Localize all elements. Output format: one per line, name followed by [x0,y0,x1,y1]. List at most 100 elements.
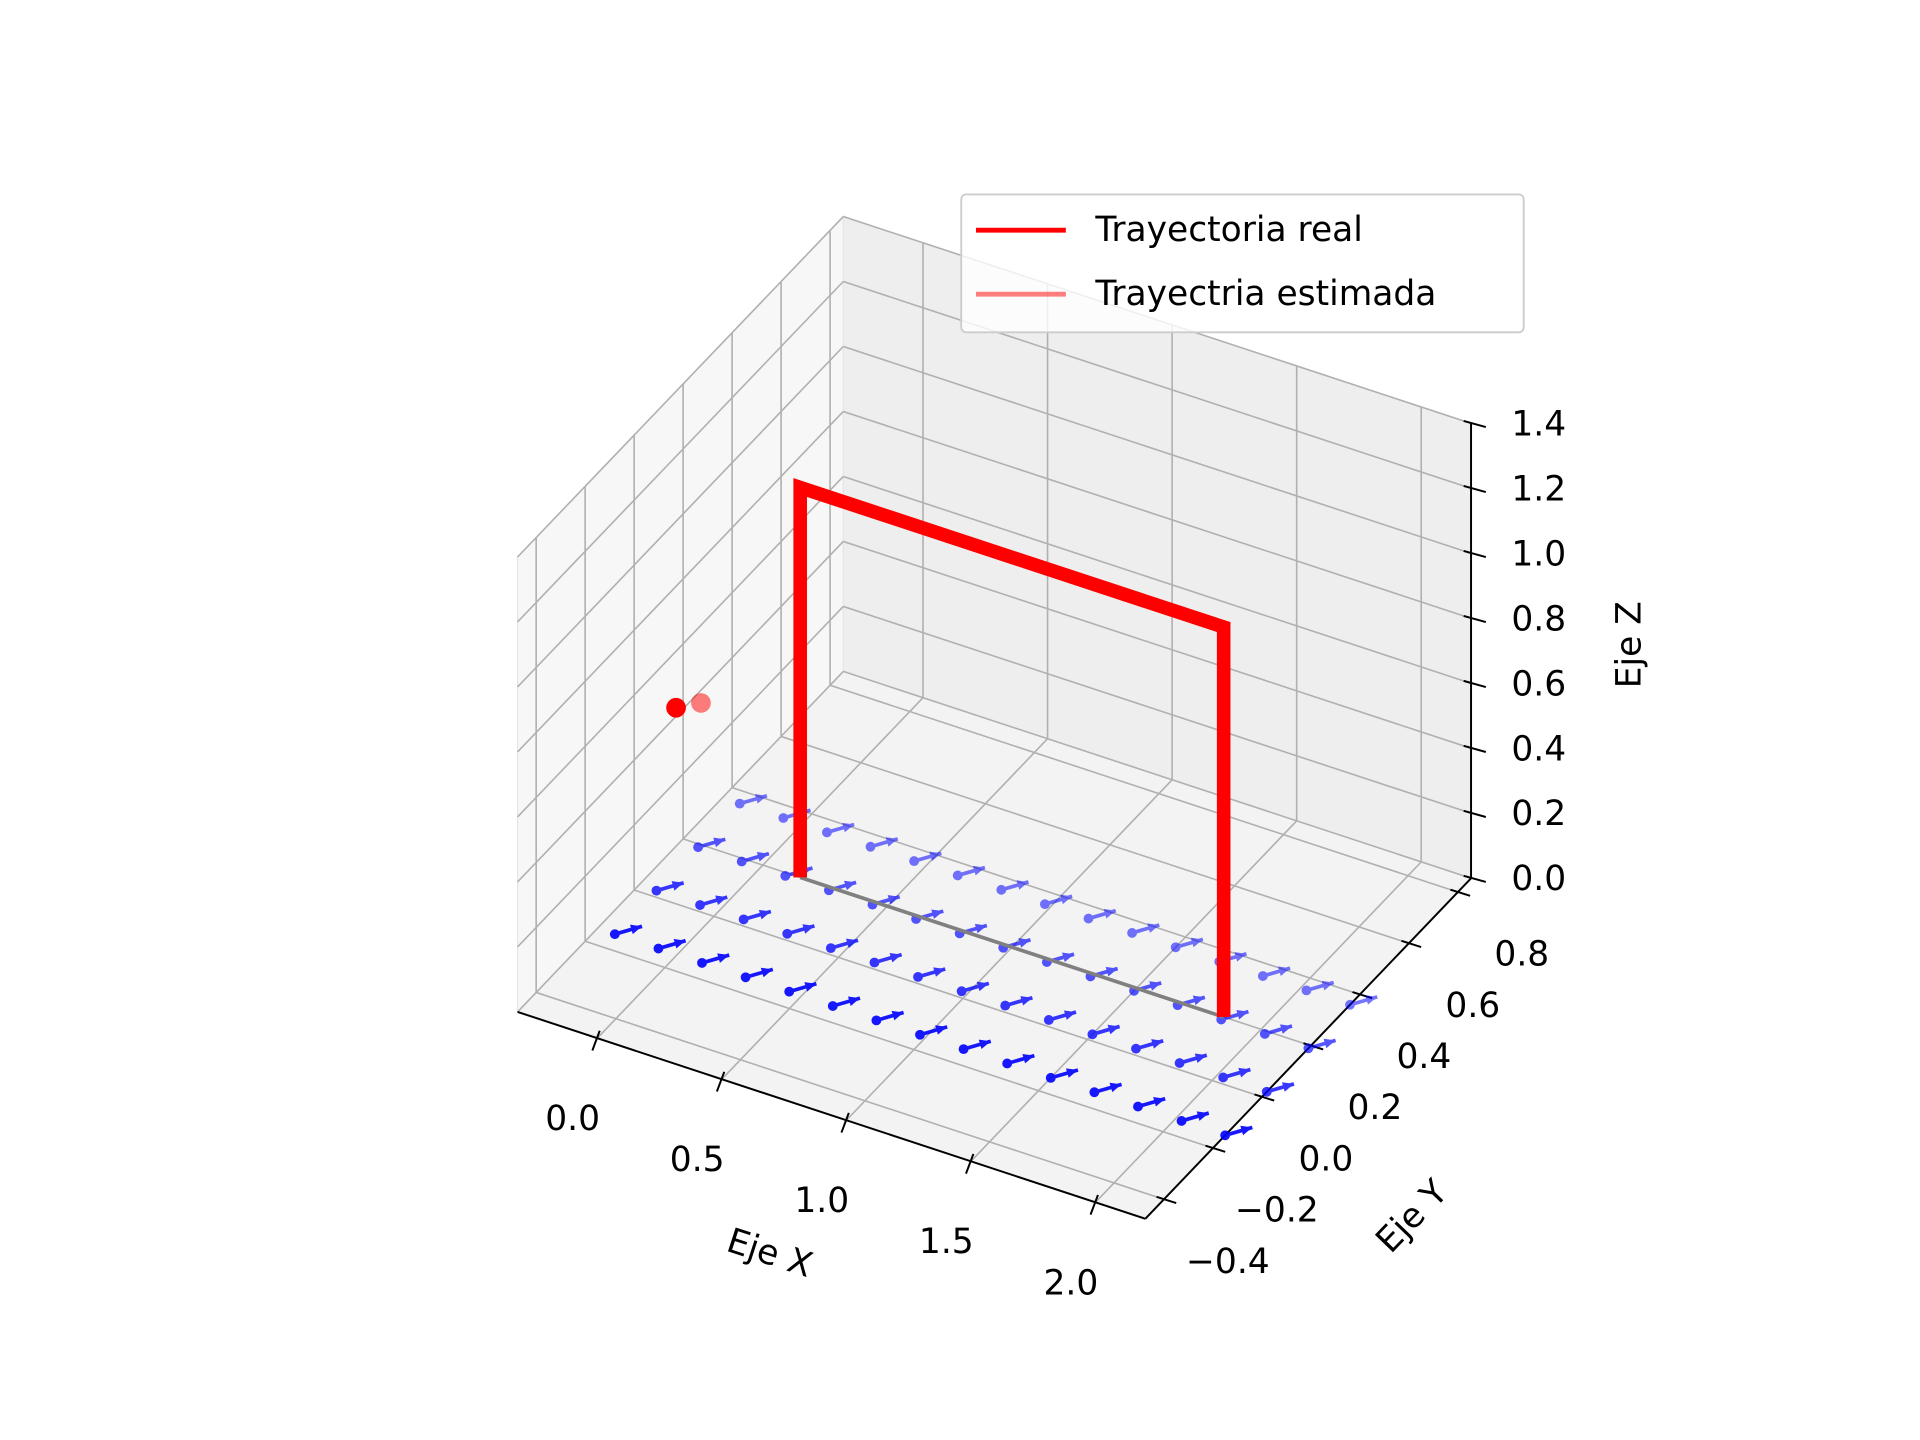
grid-line [843,605,1472,815]
quiver-arrow [1216,1009,1249,1025]
z-tick-label: 0.0 [1511,859,1566,899]
arrow-head [1194,1053,1207,1063]
tick-mark [1463,874,1487,883]
arrow-base [1087,1029,1098,1040]
legend-label: Trayectoria real [1094,210,1362,250]
arrow-base [693,842,704,853]
arrow-head [1151,1039,1164,1049]
arrow-base [909,856,920,867]
arrow-head [1280,1024,1293,1034]
grid-line [584,940,1214,1149]
position-marker [691,693,711,713]
trajectory [793,478,1231,1017]
quiver-arrow [822,822,855,838]
arrow-base [740,972,751,983]
arrow-base [1002,1058,1013,1069]
quiver-arrow [865,837,899,852]
arrow-base [651,885,662,896]
grid-line [843,670,1472,880]
grid-line [843,540,1472,750]
arrow-head [671,881,684,891]
quiver-arrow [1002,1053,1035,1069]
arrow-base [782,928,793,939]
arrow-head [1103,909,1116,919]
z-tick-label: 1.4 [1511,404,1566,444]
arrow-head [976,981,989,992]
quiver-arrow [693,837,726,853]
arrow-base [865,841,876,852]
quiver-arrow [1043,1010,1077,1025]
y-axis-label: Eje Y [1368,1172,1456,1261]
arrow-head [1281,1082,1294,1092]
arrow-base [784,986,795,997]
arrow-head [1060,894,1073,905]
arrow-head [1192,995,1205,1006]
arrow-head [885,837,898,847]
grid-line [721,738,1049,1080]
quiver-arrow [782,924,815,939]
arrow-base [734,798,745,809]
arrow-base [1261,1086,1272,1097]
arrow-base [1259,1028,1270,1039]
arrow-head [844,880,857,891]
arrow-base [695,900,705,910]
arrow-head [1020,996,1033,1006]
tick-mark [1156,1195,1177,1204]
quiver-arrow [695,895,728,910]
quiver-arrow [1131,1039,1164,1054]
arrow-head [1236,1010,1249,1020]
arrow-base [1345,999,1355,1010]
legend: Trayectoria real Trayectria estimada [960,193,1525,334]
quiver-arrow [1039,894,1073,910]
arrow-head [931,909,944,919]
y-tick-label: −0.4 [1186,1242,1270,1282]
arrow-base [822,827,832,838]
grid-line [731,786,1361,996]
arrow-head [1365,995,1378,1005]
quiver-arrow [1345,995,1378,1010]
quiver-arrow [734,793,768,809]
quiver-arrow [1133,1096,1166,1112]
arrow-base [1220,1130,1231,1141]
arrow-head [1149,981,1162,991]
arrow-base [736,856,747,867]
arrow-base [956,986,967,997]
arrow-head [630,924,643,935]
arrow-head [713,837,726,848]
grid-line [516,215,844,558]
quiver-arrow [958,1039,992,1055]
grid-line [535,991,1165,1201]
z-tick-label: 0.4 [1511,729,1566,769]
quiver-arrow [1257,966,1291,981]
arrow-head [1018,938,1031,948]
x-tick-label: 0.0 [545,1099,600,1139]
tick-mark [1463,744,1487,753]
arrow-head [1196,1111,1209,1121]
arrow-base [697,957,707,968]
y-tick-label: 0.8 [1494,935,1549,975]
y-tick-label: 0.6 [1445,986,1500,1026]
arrow-base [1257,971,1268,981]
tick-mark [1254,1093,1275,1102]
arrow-head [929,851,942,862]
arrow-head [933,967,946,977]
quiver-arrow [915,1025,948,1040]
z-tick-label: 1.2 [1511,469,1566,509]
grid-line [829,684,1459,893]
arrow-base [778,813,789,823]
arrow-head [802,924,815,934]
tick-mark [1463,549,1487,559]
quiver-arrow [1089,1082,1123,1098]
arrow-head [978,1039,991,1050]
grid-line [596,697,924,1039]
arrow-head [1238,1067,1251,1078]
arrow-head [715,895,728,905]
arrow-head [1105,966,1118,977]
arrow-head [1190,937,1203,948]
panes [516,214,1473,1220]
grid-line [1094,861,1422,1203]
arrow-base [1083,913,1094,924]
tick-mark [840,1112,850,1133]
